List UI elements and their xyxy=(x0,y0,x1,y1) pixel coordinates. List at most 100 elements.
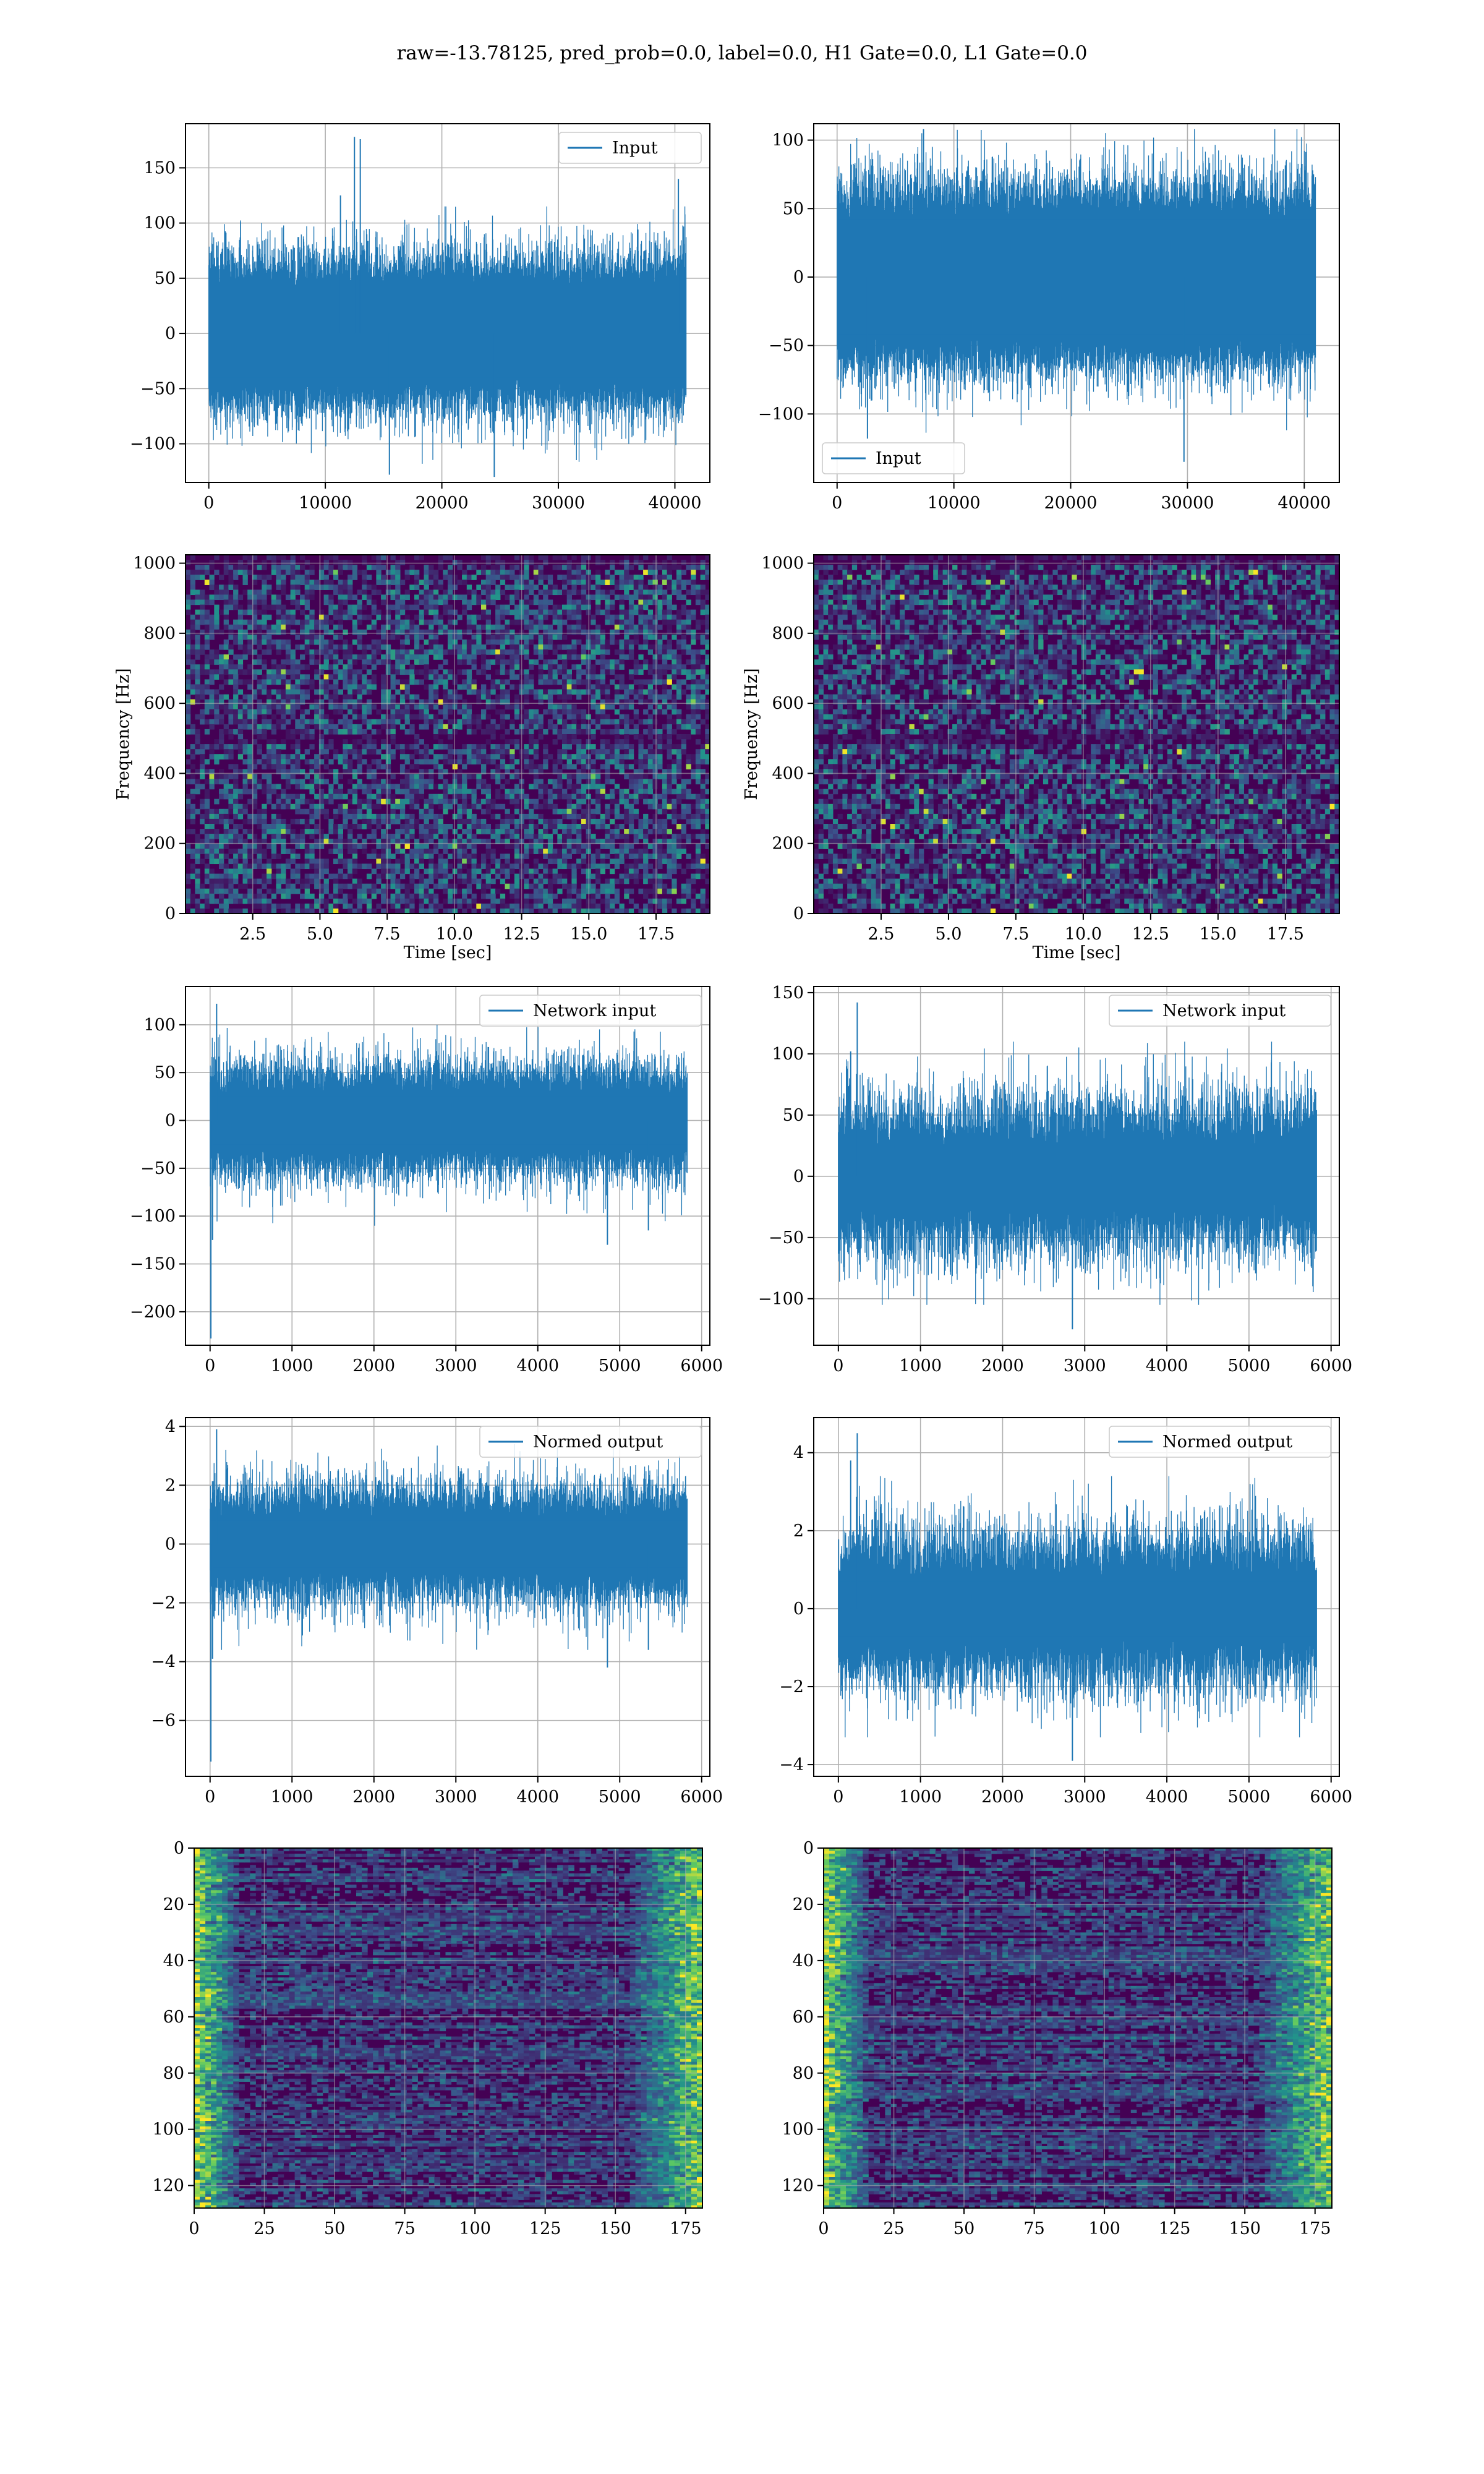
heatmap-cell xyxy=(252,759,258,764)
heatmap-cell xyxy=(271,565,277,570)
heatmap-cell xyxy=(581,808,587,815)
heatmap-cell xyxy=(357,888,362,894)
heatmap-cell xyxy=(705,789,710,795)
heatmap-cell xyxy=(490,570,496,575)
heatmap-cell xyxy=(309,803,315,810)
heatmap-cell xyxy=(681,644,687,650)
heatmap-cell xyxy=(581,719,587,725)
heatmap-cell xyxy=(576,570,582,575)
heatmap-cell xyxy=(424,854,429,859)
heatmap-cell xyxy=(424,784,429,790)
heatmap-cell xyxy=(233,584,239,590)
heatmap-cell xyxy=(495,873,501,880)
heatmap-cell xyxy=(195,570,200,575)
heatmap-cell xyxy=(538,689,544,695)
heatmap-cell xyxy=(691,824,696,829)
heatmap-cell xyxy=(366,863,372,870)
heatmap-cell xyxy=(228,789,234,795)
heatmap-cell xyxy=(686,694,691,700)
heatmap-cell xyxy=(452,849,458,854)
heatmap-cell xyxy=(643,829,649,834)
heatmap-cell xyxy=(414,624,420,630)
heatmap-cell xyxy=(566,808,573,815)
heatmap-cell xyxy=(438,873,443,880)
heatmap-cell xyxy=(581,669,587,675)
heatmap-cell xyxy=(271,699,277,705)
heatmap-cell xyxy=(605,739,610,745)
x-tick-label: 20000 xyxy=(416,494,469,513)
heatmap-cell xyxy=(399,669,406,675)
heatmap-cell xyxy=(600,883,606,889)
heatmap-cell xyxy=(566,580,573,585)
heatmap-cell xyxy=(643,699,649,705)
heatmap-cell xyxy=(247,694,253,700)
heatmap-cell xyxy=(414,694,420,700)
heatmap-cell xyxy=(190,794,196,800)
heatmap-cell xyxy=(414,679,420,685)
heatmap-cell xyxy=(385,704,391,710)
heatmap-cell xyxy=(228,873,234,880)
heatmap-cell xyxy=(505,575,510,580)
heatmap-cell xyxy=(281,624,286,630)
heatmap-cell xyxy=(485,674,492,680)
heatmap-cell xyxy=(262,679,267,685)
heatmap-cell xyxy=(691,759,696,764)
heatmap-cell xyxy=(267,614,272,620)
heatmap-cell xyxy=(214,694,220,700)
heatmap-cell xyxy=(533,629,539,635)
heatmap-cell xyxy=(495,565,501,570)
heatmap-cell xyxy=(333,560,339,565)
heatmap-cell xyxy=(348,834,353,839)
heatmap-cell xyxy=(481,644,487,650)
heatmap-cell xyxy=(581,709,587,715)
heatmap-cell xyxy=(295,634,301,640)
heatmap-cell xyxy=(385,883,391,889)
heatmap-cell xyxy=(228,744,234,750)
heatmap-cell xyxy=(395,659,401,665)
heatmap-cell xyxy=(314,669,320,675)
heatmap-cell xyxy=(309,624,315,630)
heatmap-cell xyxy=(571,803,577,810)
heatmap-cell xyxy=(300,629,305,635)
heatmap-cell xyxy=(409,604,415,610)
heatmap-cell xyxy=(705,744,710,750)
heatmap-cell xyxy=(662,699,668,705)
heatmap-cell xyxy=(223,794,229,800)
heatmap-cell xyxy=(485,694,492,700)
heatmap-cell xyxy=(395,818,401,824)
heatmap-cell xyxy=(433,744,439,750)
heatmap-cell xyxy=(672,704,677,710)
heatmap-cell xyxy=(304,644,310,650)
heatmap-cell xyxy=(438,883,443,889)
heatmap-cell xyxy=(433,724,439,730)
heatmap-cell xyxy=(571,584,577,590)
heatmap-cell xyxy=(276,888,281,894)
heatmap-cell xyxy=(219,739,224,745)
heatmap-cell xyxy=(485,584,492,590)
heatmap-cell xyxy=(466,834,472,839)
heatmap-cell xyxy=(485,594,492,601)
heatmap-cell xyxy=(705,749,710,755)
heatmap-cell xyxy=(543,614,548,620)
heatmap-cell xyxy=(276,674,281,680)
heatmap-cell xyxy=(414,774,420,780)
heatmap-cell xyxy=(195,589,200,596)
heatmap-cell xyxy=(309,634,315,640)
heatmap-cell xyxy=(252,624,258,630)
heatmap-cell xyxy=(495,570,501,575)
heatmap-cell xyxy=(328,619,334,625)
heatmap-cell xyxy=(514,849,520,854)
heatmap-cell xyxy=(591,614,596,620)
heatmap-cell xyxy=(309,844,315,849)
heatmap-cell xyxy=(452,704,458,710)
heatmap-cell xyxy=(323,629,329,635)
heatmap-cell xyxy=(662,818,668,824)
heatmap-cell xyxy=(667,584,672,590)
heatmap-cell xyxy=(476,779,482,785)
heatmap-cell xyxy=(543,729,548,735)
heatmap-cell xyxy=(514,854,520,859)
heatmap-cell xyxy=(443,883,448,889)
heatmap-cell xyxy=(547,589,553,596)
heatmap-cell xyxy=(552,669,558,675)
heatmap-cell xyxy=(247,888,253,894)
